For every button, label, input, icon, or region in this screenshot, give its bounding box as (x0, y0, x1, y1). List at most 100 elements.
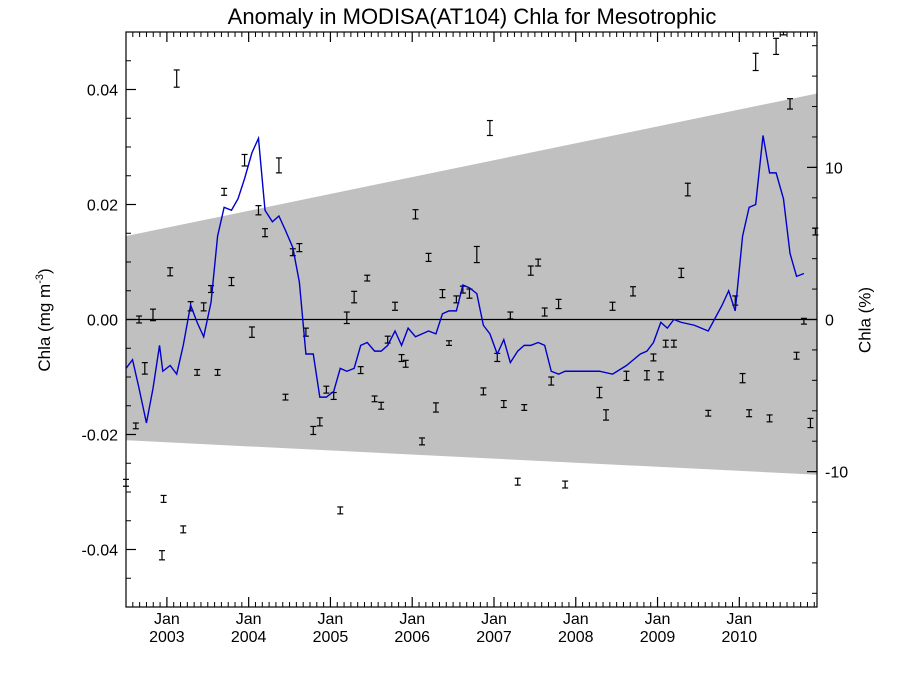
error-bar (158, 550, 165, 561)
error-bar (807, 417, 814, 429)
error-bar (262, 228, 269, 238)
error-bar (180, 525, 187, 534)
error-bar (473, 245, 480, 264)
error-bar (609, 301, 616, 311)
error-bar (248, 326, 255, 338)
left-tick-label: -0.02 (82, 428, 119, 445)
x-tick-month-label: Jan (726, 611, 752, 628)
error-bar (200, 302, 207, 312)
error-bar (412, 209, 419, 220)
x-tick-year-label: 2009 (640, 629, 676, 646)
error-bar (323, 385, 330, 394)
error-bar (739, 372, 746, 384)
error-bar (793, 351, 800, 360)
error-bar (241, 153, 248, 167)
x-tick-year-label: 2005 (313, 629, 349, 646)
error-bar (194, 368, 201, 376)
right-y-axis-label: Chla (%) (855, 287, 874, 353)
error-bar (684, 182, 691, 197)
uncertainty-band (126, 93, 817, 475)
error-bar (643, 370, 650, 381)
error-bar (555, 298, 562, 310)
x-tick-year-label: 2006 (394, 629, 430, 646)
error-bar (548, 376, 555, 386)
error-bar (439, 289, 446, 299)
error-bar (310, 425, 317, 436)
error-bar (535, 258, 542, 267)
error-bar (678, 267, 685, 279)
x-tick-year-label: 2010 (722, 629, 758, 646)
error-bar (351, 290, 358, 304)
error-bar (398, 353, 405, 363)
error-bar (214, 368, 221, 376)
error-bar (282, 393, 289, 401)
left-y-axis-label: Chla (mg m-3) (34, 268, 55, 371)
error-bar (800, 317, 807, 325)
error-bar (419, 437, 426, 446)
error-bar (480, 387, 487, 396)
x-tick-year-label: 2003 (149, 629, 185, 646)
error-bar (787, 98, 794, 110)
error-bar (541, 307, 548, 317)
error-bar (521, 404, 528, 411)
chart-title: Anomaly in MODISA(AT104) Chla for Mesotr… (228, 4, 717, 29)
x-tick-month-label: Jan (645, 611, 671, 628)
error-bar (167, 267, 174, 277)
right-tick-label: 10 (825, 160, 843, 177)
error-bar (657, 371, 664, 381)
x-tick-month-label: Jan (318, 611, 344, 628)
error-bar (746, 409, 753, 418)
right-tick-label: 0 (825, 313, 834, 330)
error-bar (603, 409, 610, 421)
x-tick-year-label: 2008 (558, 629, 594, 646)
error-bar (773, 37, 780, 56)
left-y-axis: 0.04 0.02 0.00 -0.02 -0.04 (82, 31, 136, 608)
error-bar (221, 187, 228, 196)
x-tick-month-label: Jan (236, 611, 262, 628)
error-bar (596, 386, 603, 399)
error-bar (562, 480, 569, 489)
error-bar (446, 340, 453, 346)
error-bar (149, 308, 156, 322)
error-bar (514, 477, 521, 486)
error-bar (705, 409, 712, 417)
error-bar (402, 359, 409, 368)
x-tick-year-label: 2004 (231, 629, 267, 646)
error-bar (173, 69, 180, 88)
x-tick-month-label: Jan (399, 611, 425, 628)
error-bar (378, 401, 385, 410)
error-bar (357, 366, 364, 375)
left-tick-label: 0.02 (87, 198, 118, 215)
error-bar (337, 506, 344, 515)
error-bar (432, 402, 439, 413)
error-bar (650, 353, 657, 362)
x-tick-year-label: 2007 (476, 629, 512, 646)
left-tick-label: 0.04 (87, 83, 118, 100)
error-bar (343, 311, 350, 325)
left-tick-label: 0.00 (87, 313, 118, 330)
error-bar (316, 417, 323, 427)
error-bar (527, 265, 534, 276)
anomaly-line (125, 135, 805, 424)
error-bar (486, 119, 493, 137)
error-bar (425, 252, 432, 263)
x-tick-month-label: Jan (563, 611, 589, 628)
right-tick-label: -10 (825, 465, 848, 482)
error-bars (123, 31, 819, 561)
plot-area (123, 31, 819, 608)
error-bar (141, 362, 148, 375)
right-y-axis: 10 0 -10 (807, 45, 848, 594)
error-bar (228, 276, 235, 287)
error-bar (384, 335, 391, 344)
error-bar (766, 414, 773, 423)
error-bar (630, 286, 637, 297)
error-bar (623, 370, 630, 382)
error-bar (364, 274, 371, 282)
error-bar (371, 395, 378, 403)
error-bar (752, 52, 759, 72)
error-bar (500, 399, 507, 409)
error-bar (296, 243, 303, 253)
left-tick-label: -0.04 (82, 543, 119, 560)
error-bar (670, 339, 677, 348)
